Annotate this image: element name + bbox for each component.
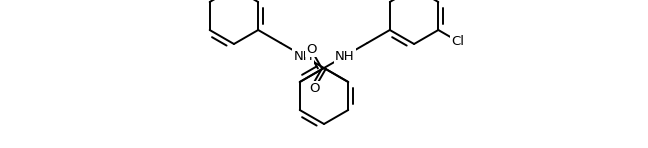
Text: O: O (306, 43, 316, 56)
Text: Cl: Cl (451, 34, 464, 48)
Text: NH: NH (294, 49, 313, 62)
Text: NH: NH (335, 49, 354, 62)
Text: O: O (310, 82, 320, 95)
